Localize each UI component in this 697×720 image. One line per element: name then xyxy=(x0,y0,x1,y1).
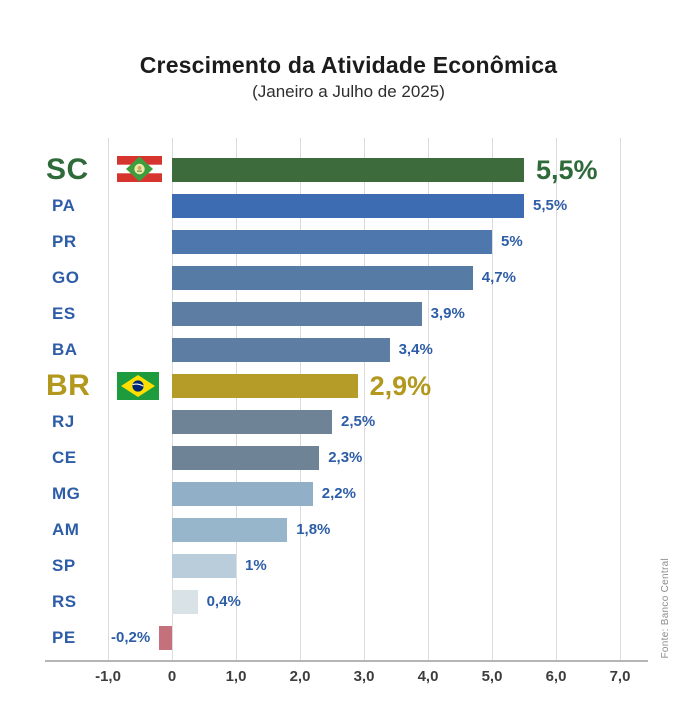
gridline xyxy=(108,138,109,660)
bar-go xyxy=(172,266,473,290)
value-label-rs: 0,4% xyxy=(206,593,241,610)
state-label-rs: RS xyxy=(52,592,77,611)
value-label-rj: 2,5% xyxy=(341,413,376,430)
state-label-am: AM xyxy=(52,520,80,539)
bar-rj xyxy=(172,410,332,434)
bar-ba xyxy=(172,338,390,362)
x-axis-tick-label: 3,0 xyxy=(353,668,375,685)
state-label-pa: PA xyxy=(52,196,76,215)
bar-sp xyxy=(172,554,236,578)
bar-rs xyxy=(172,590,198,614)
state-label-rj: RJ xyxy=(52,412,75,431)
value-label-pe: -0,2% xyxy=(111,629,151,646)
value-label-sc: 5,5% xyxy=(536,155,598,185)
state-label-pe: PE xyxy=(52,628,76,647)
x-axis-tick-label: 7,0 xyxy=(609,668,631,685)
state-label-go: GO xyxy=(52,268,80,287)
bar-br xyxy=(172,374,358,398)
gridline xyxy=(300,138,301,660)
bar-am xyxy=(172,518,288,542)
value-label-sp: 1% xyxy=(245,557,267,574)
bar-pr xyxy=(172,230,492,254)
state-label-es: ES xyxy=(52,304,76,323)
x-axis-tick-label: 1,0 xyxy=(225,668,247,685)
value-label-go: 4,7% xyxy=(481,269,516,286)
state-label-ba: BA xyxy=(52,340,78,359)
value-label-pa: 5,5% xyxy=(533,197,568,214)
gridline xyxy=(172,138,173,660)
bar-pe xyxy=(159,626,172,650)
x-axis-line xyxy=(45,660,648,662)
value-label-mg: 2,2% xyxy=(321,485,356,502)
value-label-es: 3,9% xyxy=(430,305,465,322)
bar-sc xyxy=(172,158,524,182)
x-axis-tick-label: 4,0 xyxy=(417,668,439,685)
state-label-br: BR xyxy=(46,369,91,402)
value-label-am: 1,8% xyxy=(296,521,331,538)
state-label-ce: CE xyxy=(52,448,77,467)
state-label-mg: MG xyxy=(52,484,81,503)
gridline xyxy=(364,138,365,660)
gridline xyxy=(236,138,237,660)
state-label-sc: SC xyxy=(46,153,89,186)
bar-es xyxy=(172,302,422,326)
chart-subtitle: (Janeiro a Julho de 2025) xyxy=(252,82,445,101)
sc-flag-icon xyxy=(117,156,162,187)
x-axis-tick-label: 5,0 xyxy=(481,668,503,685)
gridline xyxy=(556,138,557,660)
x-axis-tick-label: -1,0 xyxy=(95,668,121,685)
x-axis-tick-label: 0 xyxy=(167,668,177,685)
gridline xyxy=(620,138,621,660)
x-axis-tick-label: 6,0 xyxy=(545,668,567,685)
value-label-br: 2,9% xyxy=(369,371,432,401)
x-axis-tick-label: 2,0 xyxy=(289,668,311,685)
value-label-ba: 3,4% xyxy=(398,341,433,358)
state-label-sp: SP xyxy=(52,556,76,575)
bar-pa xyxy=(172,194,524,218)
source-note: Fonte: Banco Central xyxy=(660,557,671,659)
chart-title: Crescimento da Atividade Econômica xyxy=(139,52,558,78)
state-label-pr: PR xyxy=(52,232,77,251)
br-flag-icon xyxy=(117,372,159,405)
value-label-pr: 5% xyxy=(501,233,523,250)
gridline xyxy=(492,138,493,660)
gridline xyxy=(428,138,429,660)
bar-mg xyxy=(172,482,313,506)
value-label-ce: 2,3% xyxy=(328,449,363,466)
bar-ce xyxy=(172,446,320,470)
